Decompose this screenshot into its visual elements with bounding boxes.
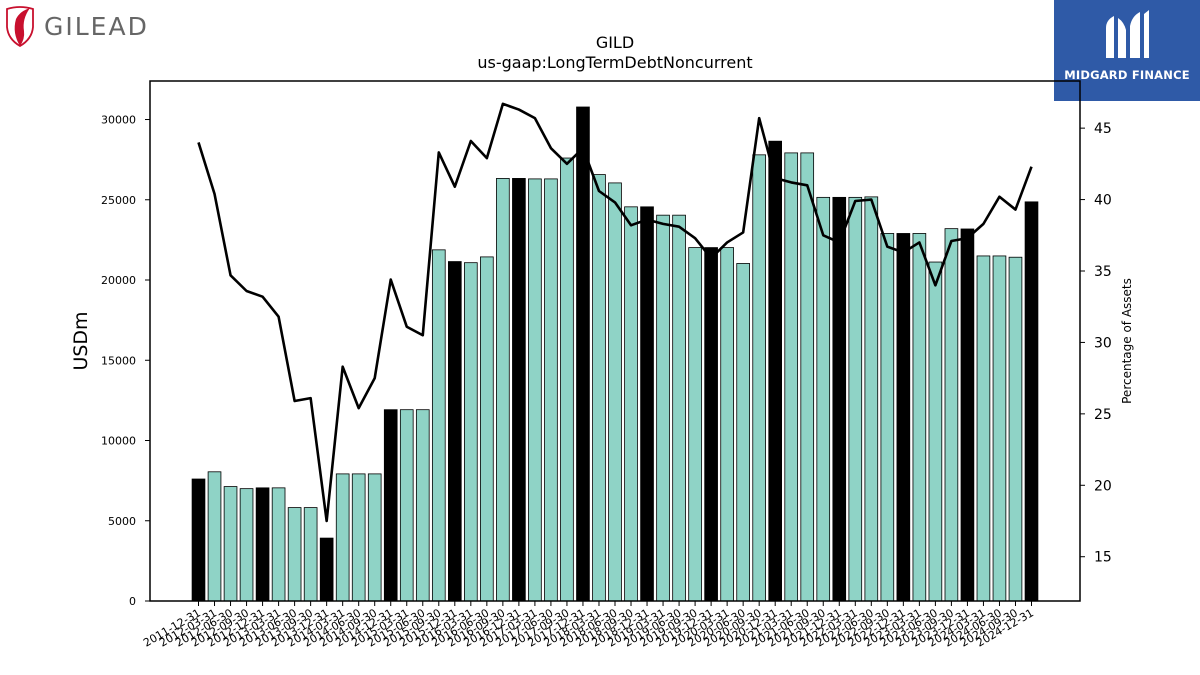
bar-2015-06-30 <box>415 409 430 602</box>
bar-2017-06-30 <box>544 178 558 602</box>
bar-2013-06-30 <box>287 507 302 602</box>
bar-2013-12-31 <box>319 537 334 602</box>
gilead-wordmark: GILEAD <box>44 11 149 41</box>
chart-subtitle: us-gaap:LongTermDebtNoncurrent <box>477 53 752 72</box>
bar-2014-06-30 <box>351 473 366 602</box>
y2-tick-label: 20 <box>1094 478 1112 494</box>
bar-series <box>191 106 1039 602</box>
bar-2022-12-31 <box>896 233 911 602</box>
gilead-shield-icon <box>6 6 34 47</box>
bar-2017-12-31 <box>576 106 590 602</box>
bar-2021-06-30 <box>800 152 815 602</box>
bar-2022-06-30 <box>864 196 879 602</box>
bar-2020-03-31 <box>720 247 734 602</box>
y-tick-label: 0 <box>129 595 136 608</box>
bar-2014-09-30 <box>367 473 382 602</box>
bar-2019-12-31 <box>704 247 718 602</box>
bar-2024-03-31 <box>976 255 991 602</box>
y-tick-label: 15000 <box>101 354 136 367</box>
y-axis-label: USDm <box>70 311 92 370</box>
y2-tick-label: 45 <box>1094 121 1112 137</box>
bar-2021-03-31 <box>784 152 799 602</box>
bar-2018-09-30 <box>624 206 638 602</box>
midgard-wordmark: MIDGARD FINANCE <box>1064 68 1190 82</box>
y-tick-label: 30000 <box>101 114 136 127</box>
y2-tick-label: 40 <box>1094 193 1112 209</box>
bar-2024-09-30 <box>1008 256 1023 602</box>
y2-axis-label: Percentage of Assets <box>1120 278 1134 404</box>
y2-tick-label: 30 <box>1094 335 1112 351</box>
bar-2016-03-31 <box>464 262 478 602</box>
bar-2014-03-31 <box>335 473 350 602</box>
bar-2022-03-31 <box>848 196 863 602</box>
bar-2011-12-31 <box>191 478 206 602</box>
bar-2023-03-31 <box>912 233 927 602</box>
bar-2018-12-31 <box>640 206 654 602</box>
y-tick-label: 5000 <box>108 515 136 528</box>
bar-2018-03-31 <box>592 174 606 602</box>
gilead-logo: GILEAD <box>4 4 149 48</box>
percentage-of-assets-line <box>197 102 1033 523</box>
midgard-emblem-icon <box>1106 10 1149 58</box>
chart-title: GILD <box>596 33 634 52</box>
bar-2014-12-31 <box>383 409 398 602</box>
bar-2012-03-31 <box>207 471 222 602</box>
bar-2015-09-30 <box>431 249 446 602</box>
bar-2020-06-30 <box>736 263 750 602</box>
line-series <box>197 102 1033 523</box>
y-tick-label: 10000 <box>101 435 136 448</box>
bar-2018-06-30 <box>608 182 622 602</box>
bar-2021-12-31 <box>832 196 847 602</box>
bar-2021-09-30 <box>816 196 831 602</box>
bar-2015-03-31 <box>399 409 414 602</box>
bar-2023-12-31 <box>960 228 975 602</box>
bar-2022-09-30 <box>880 233 895 602</box>
bar-2013-03-31 <box>271 487 286 602</box>
bar-2013-09-30 <box>303 507 318 602</box>
bar-2019-09-30 <box>688 247 702 602</box>
y2-tick-label: 25 <box>1094 407 1112 423</box>
axes: 0 5000 10000 15000 20000 25000 30000 15 20 25 30 35… <box>101 80 1112 650</box>
y2-tick-label: 15 <box>1094 550 1112 566</box>
bar-2024-12-31 <box>1024 201 1039 602</box>
bar-2016-09-30 <box>496 178 510 602</box>
bar-2024-06-30 <box>992 255 1007 602</box>
bar-2023-06-30 <box>928 261 943 602</box>
bar-2012-09-30 <box>239 488 254 602</box>
bar-2016-06-30 <box>480 256 494 602</box>
y-tick-label: 25000 <box>101 194 136 207</box>
y-tick-label: 20000 <box>101 274 136 287</box>
bar-2020-12-31 <box>768 140 783 602</box>
bar-2017-03-31 <box>528 178 542 602</box>
y2-tick-label: 35 <box>1094 264 1112 280</box>
bar-2016-12-31 <box>512 178 526 602</box>
bar-2019-06-30 <box>672 214 686 602</box>
bar-2019-03-31 <box>656 214 670 602</box>
bar-2012-06-30 <box>223 486 238 602</box>
midgard-finance-logo: MIDGARD FINANCE <box>1054 0 1200 101</box>
bar-2015-12-31 <box>447 261 462 602</box>
bar-2012-12-31 <box>255 487 270 602</box>
bar-2017-09-30 <box>560 157 574 602</box>
bar-2023-09-30 <box>944 228 959 602</box>
bar-2020-09-30 <box>752 154 766 602</box>
